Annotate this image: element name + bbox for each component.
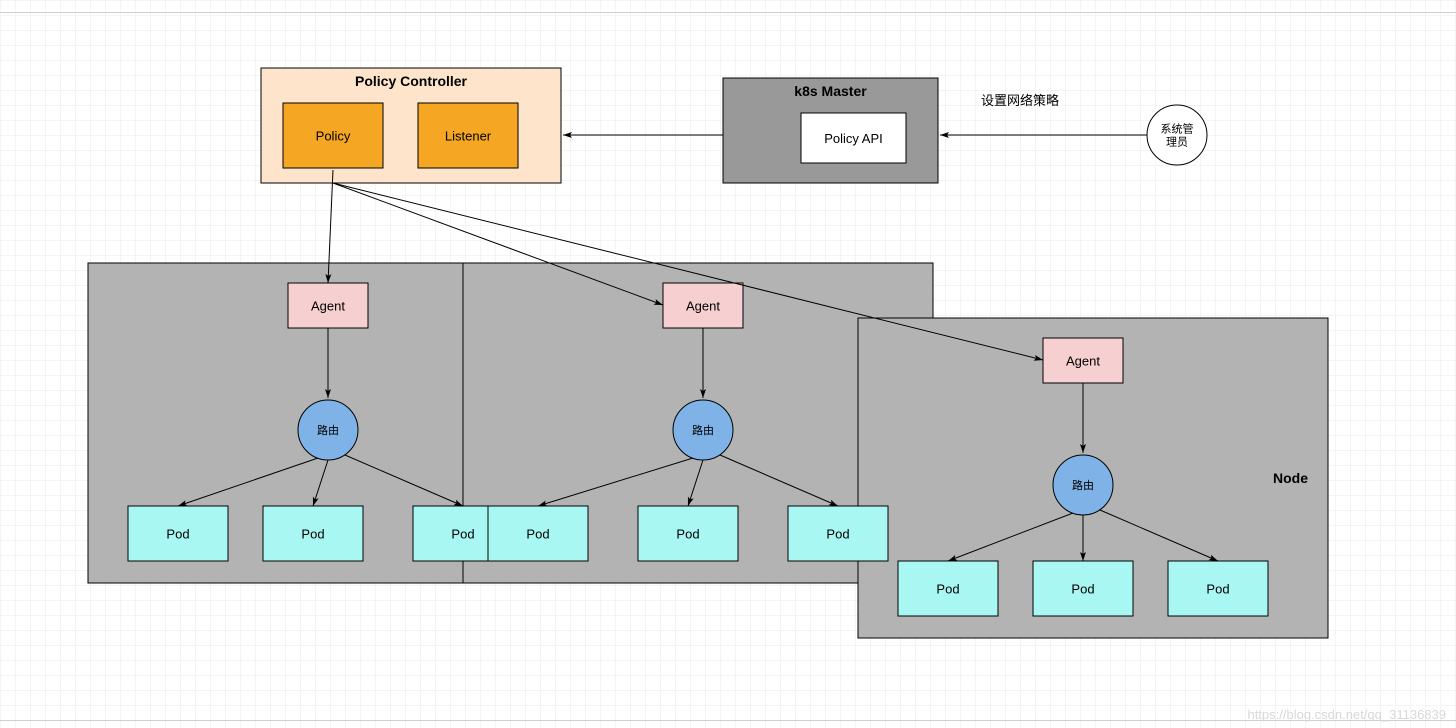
- node-label-admin: 理员: [1166, 136, 1188, 149]
- edge-2: [328, 170, 333, 283]
- edge-14: [948, 513, 1073, 561]
- node-label-policyApi: Policy API: [824, 131, 883, 146]
- node-label-agent3: Agent: [1066, 354, 1100, 369]
- edge-4: [333, 183, 1043, 360]
- node-label-admin: 系统管: [1161, 122, 1194, 136]
- node-label-route3: 路由: [1072, 478, 1094, 492]
- node-label-pod3a: Pod: [936, 582, 959, 597]
- node-label-pod3b: Pod: [1071, 582, 1094, 597]
- edge-3: [333, 183, 663, 305]
- node-label-policy: Policy: [316, 129, 351, 144]
- label-edgeLabel: 设置网络策略: [981, 93, 1059, 108]
- node-label-pod3c: Pod: [1206, 582, 1229, 597]
- diagram-layer-4: Policy Listener Policy API 系统管理员 设置网络策略 Agent…: [0, 0, 1456, 728]
- node-label-listener: Listener: [445, 129, 492, 144]
- edge-16: [1100, 510, 1218, 561]
